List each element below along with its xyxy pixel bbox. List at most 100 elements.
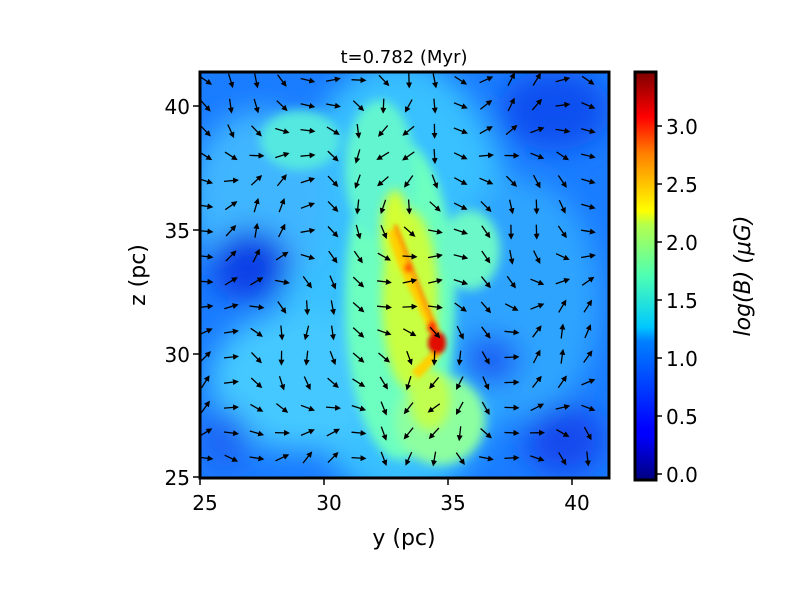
- field-arrow: [453, 278, 469, 286]
- field-arrow: [327, 175, 339, 187]
- field-arrow: [532, 325, 542, 338]
- field-arrow: [278, 376, 286, 391]
- field-arrow: [378, 352, 391, 363]
- field-arrow: [581, 178, 596, 185]
- field-arrow: [351, 404, 367, 412]
- field-arrow: [480, 301, 492, 314]
- field-arrow: [456, 426, 463, 442]
- field-arrow: [330, 300, 336, 316]
- plot-frame: [198, 70, 611, 480]
- field-arrow: [200, 400, 210, 414]
- field-arrow: [376, 151, 390, 161]
- field-arrow: [402, 278, 418, 284]
- field-arrow: [351, 77, 367, 84]
- y-tick-label: 35: [165, 219, 190, 243]
- field-arrow: [329, 350, 337, 366]
- field-arrow: [432, 73, 438, 89]
- field-arrow: [583, 299, 593, 313]
- field-arrow: [431, 149, 438, 165]
- field-arrow: [278, 223, 286, 238]
- field-arrow: [276, 174, 287, 187]
- field-arrow: [504, 303, 519, 311]
- field-arrow: [351, 430, 367, 437]
- field-arrow: [481, 250, 491, 264]
- field-arrow: [327, 451, 339, 464]
- field-arrow: [530, 152, 545, 160]
- field-arrow: [406, 199, 413, 215]
- field-arrow: [581, 276, 595, 286]
- field-arrow: [581, 75, 595, 85]
- field-arrow: [224, 277, 238, 286]
- field-arrow: [556, 151, 570, 161]
- field-arrow: [253, 222, 260, 238]
- y-tick-label: 25: [165, 466, 190, 490]
- field-arrow: [354, 174, 361, 189]
- chart-title: t=0.782 (Myr): [340, 47, 467, 68]
- field-arrow: [431, 451, 438, 467]
- field-arrow: [253, 98, 260, 114]
- field-arrow: [555, 253, 570, 261]
- field-arrow: [454, 302, 467, 312]
- field-arrow: [507, 97, 515, 112]
- field-arrow: [504, 329, 520, 336]
- field-arrow: [249, 455, 265, 462]
- x-tick-label: 35: [440, 491, 465, 515]
- field-arrow: [453, 254, 469, 260]
- field-arrow: [327, 377, 339, 389]
- field-arrow: [249, 430, 265, 437]
- field-arrow: [559, 323, 566, 339]
- field-arrow: [300, 102, 316, 109]
- field-arrow: [223, 177, 239, 184]
- field-arrow: [532, 349, 541, 364]
- field-arrow: [504, 429, 520, 436]
- field-arrow: [325, 404, 341, 411]
- field-arrow: [454, 75, 468, 85]
- field-arrow: [353, 250, 363, 264]
- field-arrow: [480, 276, 491, 289]
- field-arrow: [223, 404, 239, 411]
- colorbar-tick-label: 3.0: [666, 115, 698, 139]
- field-arrow: [300, 152, 316, 159]
- field-arrow: [224, 201, 238, 211]
- field-arrow: [504, 354, 520, 361]
- field-arrow: [227, 73, 235, 89]
- field-arrow: [532, 174, 541, 189]
- field-arrow: [377, 252, 391, 261]
- field-arrow: [224, 151, 238, 161]
- field-arrow: [453, 152, 468, 160]
- field-arrow: [530, 303, 545, 310]
- field-arrow: [250, 277, 264, 286]
- field-arrow: [581, 153, 596, 160]
- field-arrow: [352, 327, 365, 338]
- field-arrow: [275, 251, 289, 261]
- field-arrow: [481, 225, 491, 239]
- field-arrow: [558, 199, 566, 214]
- field-arrow: [428, 304, 443, 311]
- field-arrow: [277, 74, 287, 87]
- field-arrow: [583, 350, 593, 363]
- field-arrow: [352, 302, 365, 313]
- field-arrows: [200, 72, 596, 467]
- field-arrow: [300, 127, 316, 134]
- field-arrow: [453, 177, 468, 185]
- y-axis: 25 30 35 40: [165, 95, 200, 490]
- field-arrow: [456, 325, 464, 340]
- field-arrow: [557, 225, 567, 239]
- field-arrow: [380, 401, 388, 416]
- field-arrow: [326, 428, 340, 437]
- field-arrow: [250, 327, 263, 337]
- field-arrow: [531, 98, 543, 111]
- field-arrow: [402, 303, 418, 310]
- field-arrow: [427, 228, 443, 235]
- field-arrow: [481, 351, 490, 365]
- field-arrow: [453, 202, 468, 210]
- field-arrow: [431, 174, 439, 189]
- field-arrow: [559, 348, 566, 364]
- field-arrow: [380, 98, 387, 114]
- field-arrow: [377, 278, 392, 285]
- field-arrow: [583, 426, 592, 441]
- field-arrow: [355, 224, 362, 240]
- colorbar: 0.0 0.5 1.0 1.5 2.0 2.5 3.0 log(B) (μG): [633, 70, 756, 487]
- field-arrow: [480, 428, 492, 439]
- field-arrow: [251, 352, 262, 364]
